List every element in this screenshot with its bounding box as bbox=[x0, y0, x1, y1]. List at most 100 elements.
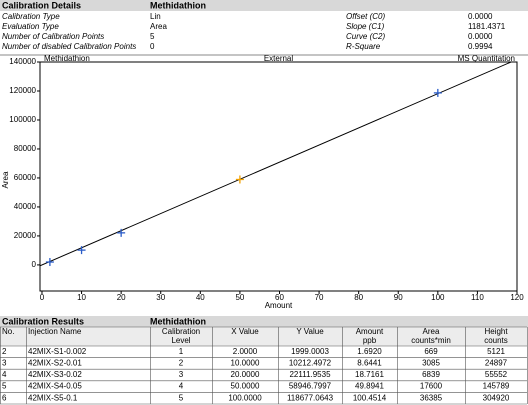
x-tick-label: 70 bbox=[315, 293, 324, 302]
detail-cell: Number of Calibration Points bbox=[2, 32, 104, 41]
section-title: Calibration Results bbox=[2, 316, 84, 326]
column-header: Amount bbox=[356, 327, 384, 336]
plot-frame bbox=[39, 61, 518, 292]
table-cell: 304920 bbox=[483, 393, 510, 402]
detail-cell: 0.0000 bbox=[468, 12, 493, 21]
data-point bbox=[433, 88, 442, 97]
detail-cell: Evaluation Type bbox=[2, 22, 59, 31]
chart-subtitle: External bbox=[264, 54, 294, 63]
table-cell: 18.7161 bbox=[355, 370, 384, 379]
table-cell: 1999.0003 bbox=[291, 347, 329, 356]
table-cell: 55552 bbox=[485, 370, 508, 379]
x-axis-label: Amount bbox=[265, 301, 293, 310]
header-bar bbox=[0, 316, 528, 327]
table-cell: 5 bbox=[179, 393, 184, 402]
table-cell: 36385 bbox=[420, 393, 443, 402]
detail-cell: Lin bbox=[150, 12, 161, 21]
y-tick-label: 100000 bbox=[9, 115, 36, 124]
table-cell: 3085 bbox=[422, 359, 440, 368]
table-cell: 42MIX-S3-0.02 bbox=[28, 370, 82, 379]
table-cell: 50.0000 bbox=[231, 382, 260, 391]
x-tick-label: 110 bbox=[471, 293, 484, 302]
table-cell: 118677.0643 bbox=[287, 393, 334, 402]
column-header: counts bbox=[484, 336, 508, 345]
table-cell: 6839 bbox=[422, 370, 440, 379]
detail-cell: Calibration Type bbox=[2, 12, 60, 21]
table-cell: 5 bbox=[2, 382, 7, 391]
column-header: Injection Name bbox=[28, 327, 82, 336]
column-header: Height bbox=[484, 327, 508, 336]
fit-line bbox=[40, 62, 513, 267]
x-tick-label: 0 bbox=[40, 293, 45, 302]
table-cell: 58946.7997 bbox=[289, 382, 332, 391]
x-tick-label: 80 bbox=[354, 293, 363, 302]
table-cell: 24897 bbox=[485, 359, 508, 368]
section-title: Calibration Details bbox=[2, 0, 81, 10]
x-tick-label: 30 bbox=[156, 293, 165, 302]
table-cell: 100.4514 bbox=[353, 393, 387, 402]
table-cell: 8.6441 bbox=[357, 359, 382, 368]
data-point bbox=[117, 228, 126, 237]
table-cell: 6 bbox=[2, 393, 7, 402]
column-header: No. bbox=[2, 327, 14, 336]
detail-cell: 0.9994 bbox=[468, 42, 493, 51]
table-cell: 17600 bbox=[420, 382, 443, 391]
column-header: Calibration bbox=[162, 327, 200, 336]
detail-cell: Curve (C2) bbox=[346, 32, 385, 41]
table-cell: 2 bbox=[179, 359, 184, 368]
table-cell: 22111.9535 bbox=[289, 370, 331, 379]
detail-cell: Offset (C0) bbox=[346, 12, 385, 21]
y-tick-label: 0 bbox=[32, 260, 37, 269]
column-header: Y Value bbox=[296, 327, 324, 336]
table-cell: 1 bbox=[179, 347, 184, 356]
table-cell: 49.8941 bbox=[355, 382, 384, 391]
y-tick-label: 120000 bbox=[9, 86, 36, 95]
table-cell: 3 bbox=[179, 370, 184, 379]
table-cell: 145789 bbox=[483, 382, 510, 391]
table-cell: 3 bbox=[2, 359, 7, 368]
x-tick-label: 60 bbox=[275, 293, 284, 302]
table-cell: 1.6920 bbox=[357, 347, 382, 356]
compound-name: Methidathion bbox=[150, 0, 206, 10]
column-header: ppb bbox=[363, 336, 377, 345]
table-cell: 42MIX-S5-0.1 bbox=[28, 393, 78, 402]
x-tick-label: 120 bbox=[510, 293, 524, 302]
table-cell: 2 bbox=[2, 347, 7, 356]
detail-cell: 0 bbox=[150, 42, 155, 51]
x-tick-label: 20 bbox=[117, 293, 126, 302]
detail-cell: 1181.4371 bbox=[468, 22, 506, 31]
detail-cell: Slope (C1) bbox=[346, 22, 385, 31]
column-header: X Value bbox=[231, 327, 259, 336]
column-header: counts*min bbox=[411, 336, 451, 345]
y-axis-label: Area bbox=[1, 171, 10, 188]
table-cell: 4 bbox=[2, 370, 7, 379]
table-cell: 2.0000 bbox=[233, 347, 258, 356]
detail-cell: 0.0000 bbox=[468, 32, 493, 41]
table-cell: 4 bbox=[179, 382, 184, 391]
table-cell: 42MIX-S1-0.002 bbox=[28, 347, 87, 356]
detail-cell: 5 bbox=[150, 32, 155, 41]
table-cell: 42MIX-S4-0.05 bbox=[28, 382, 82, 391]
corner-label: MS Quantitation bbox=[458, 54, 515, 63]
header-bar bbox=[0, 0, 528, 11]
data-point bbox=[77, 246, 86, 255]
detail-cell: R-Square bbox=[346, 42, 381, 51]
x-tick-label: 10 bbox=[77, 293, 86, 302]
x-tick-label: 50 bbox=[235, 293, 244, 302]
detail-cell: Number of disabled Calibration Points bbox=[2, 42, 136, 51]
chart-title: Methidathion bbox=[44, 54, 90, 63]
table-cell: 20.0000 bbox=[231, 370, 260, 379]
column-header: Area bbox=[423, 327, 440, 336]
table-cell: 100.0000 bbox=[228, 393, 262, 402]
y-tick-label: 140000 bbox=[9, 57, 36, 66]
compound-name: Methidathion bbox=[150, 316, 206, 326]
plot-area bbox=[40, 62, 513, 267]
column-header: Level bbox=[171, 336, 190, 345]
table-cell: 669 bbox=[424, 347, 438, 356]
table-cell: 10.0000 bbox=[231, 359, 260, 368]
y-tick-label: 60000 bbox=[14, 173, 37, 182]
table-cell: 5121 bbox=[487, 347, 505, 356]
x-tick-label: 40 bbox=[196, 293, 205, 302]
data-point bbox=[45, 258, 54, 267]
